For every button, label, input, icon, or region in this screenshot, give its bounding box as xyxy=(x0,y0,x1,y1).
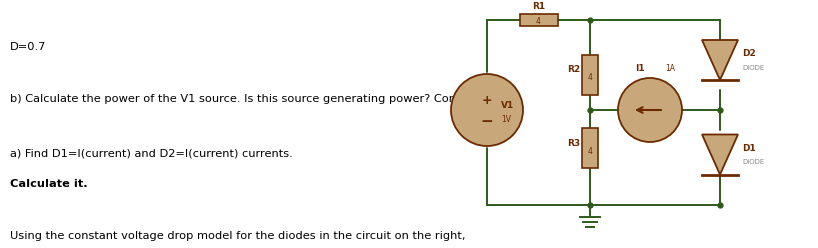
Text: R3: R3 xyxy=(567,138,580,148)
Text: a) Find D1=I(current) and D2=I(current) currents.: a) Find D1=I(current) and D2=I(current) … xyxy=(10,149,293,159)
Text: R1: R1 xyxy=(532,2,545,11)
Text: +: + xyxy=(482,93,492,106)
Text: DIODE: DIODE xyxy=(742,159,764,165)
Text: I1: I1 xyxy=(636,64,645,73)
Text: 4: 4 xyxy=(587,73,592,83)
Text: Calculate it.: Calculate it. xyxy=(10,179,88,188)
Text: DIODE: DIODE xyxy=(742,65,764,71)
Bar xyxy=(582,128,598,168)
Text: D=0.7: D=0.7 xyxy=(10,42,46,52)
Text: D2: D2 xyxy=(742,50,756,59)
Text: D1: D1 xyxy=(742,144,756,153)
Text: −: − xyxy=(481,115,493,129)
Polygon shape xyxy=(702,134,738,175)
Text: R2: R2 xyxy=(567,65,580,74)
Bar xyxy=(582,55,598,95)
Polygon shape xyxy=(702,40,738,80)
Text: b) Calculate the power of the V1 source. Is this source generating power? Commen: b) Calculate the power of the V1 source.… xyxy=(10,94,493,104)
Circle shape xyxy=(618,78,682,142)
Text: 4: 4 xyxy=(536,18,541,27)
Text: V1: V1 xyxy=(501,101,515,111)
Text: 4: 4 xyxy=(587,147,592,155)
Circle shape xyxy=(451,74,523,146)
Text: 1A: 1A xyxy=(665,64,675,73)
Text: Using the constant voltage drop model for the diodes in the circuit on the right: Using the constant voltage drop model fo… xyxy=(10,231,465,241)
Text: 1V: 1V xyxy=(501,116,511,124)
Bar xyxy=(519,14,558,26)
